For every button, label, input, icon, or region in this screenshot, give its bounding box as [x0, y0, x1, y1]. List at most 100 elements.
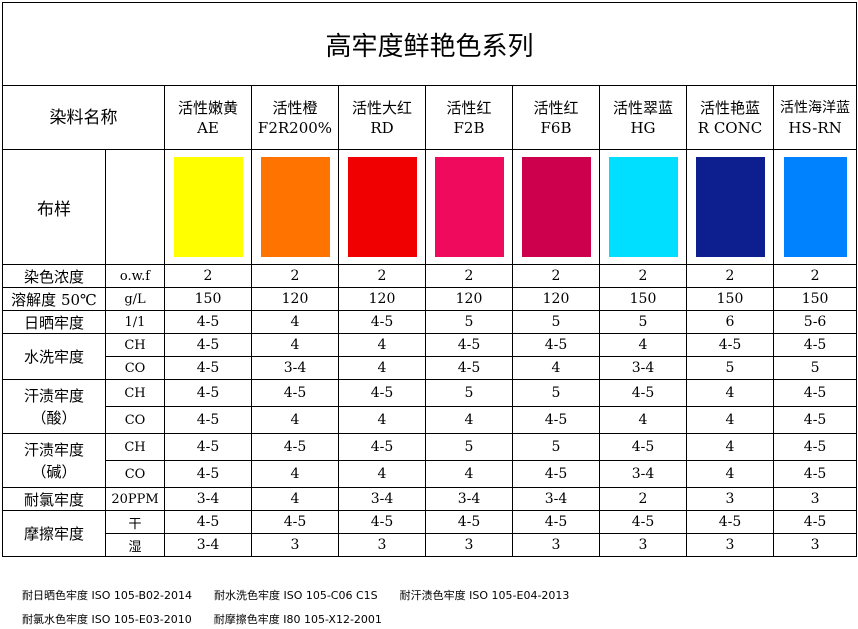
value-cell: 4: [686, 433, 774, 461]
value-cell: 4-5: [164, 460, 252, 488]
value-cell: 4-5: [338, 510, 426, 534]
table-row: 耐氯牢度 20PPM 3-4 4 3-4 3-4 3-4 2 3 3: [2, 487, 858, 511]
row-unit: CO: [105, 406, 165, 434]
value-cell: 4-5: [772, 433, 858, 461]
dye-code: AE: [197, 118, 219, 137]
value-cell: 5: [686, 356, 774, 380]
value-cell: 4: [338, 406, 426, 434]
dye-header-6: 活性艳蓝 R CONC: [686, 85, 774, 150]
table-row: 染色浓度 o.w.f 2 2 2 2 2 2 2 2: [2, 264, 858, 288]
value-cell: 4: [251, 333, 339, 357]
value-cell: 4-5: [425, 510, 513, 534]
value-cell: 4-5: [164, 433, 252, 461]
dye-name: 活性大红: [351, 98, 412, 117]
table-row: 湿 3-4 3 3 3 3 3 3 3: [3, 533, 858, 557]
fabric-swatch: [173, 157, 243, 257]
fabric-swatch: [521, 157, 591, 257]
dye-name: 活性橙: [272, 98, 318, 117]
value-cell: 3-4: [599, 460, 687, 488]
value-cell: 4: [599, 406, 687, 434]
dye-header-4: 活性红 F6B: [512, 85, 600, 150]
value-cell: 4-5: [512, 510, 600, 534]
table-row: 汗渍牢度 （碱） CH 4-5 4-5 4-5 5 5 4-5 4 4-5: [2, 433, 858, 488]
row-label-line1: 汗渍牢度: [23, 440, 84, 459]
row-label-line2: （碱）: [31, 462, 77, 481]
value-cell: 120: [512, 287, 600, 311]
value-cell: 4: [686, 406, 774, 434]
value-cell: 4-5: [686, 333, 774, 357]
row-unit: CH: [105, 379, 165, 407]
value-cell: 4: [338, 333, 426, 357]
value-cell: 4-5: [772, 510, 858, 534]
value-cell: 4: [599, 333, 687, 357]
swatch-cell-7: [772, 149, 858, 265]
value-cell: 120: [425, 287, 513, 311]
value-cell: 2: [686, 264, 774, 288]
row-unit: 湿: [105, 533, 165, 557]
value-cell: 4: [512, 356, 600, 380]
table-row: CO 4-5 4 4 4 4-5 3-4 4 4-5: [3, 460, 858, 488]
value-cell: 4-5: [251, 510, 339, 534]
fastness-table: 高牢度鲜艳色系列 染料名称 活性嫩黄 AE 活性橙 F2R200% 活性大红 RD 活性红 F…: [1, 2, 858, 557]
value-cell: 4: [251, 310, 339, 334]
value-cell: 4-5: [164, 356, 252, 380]
value-cell: 5-6: [772, 310, 858, 334]
standard-note: 耐摩擦色牢度 I80 105-X12-2001: [213, 613, 382, 626]
value-cell: 2: [512, 264, 600, 288]
value-cell: 5: [425, 379, 513, 407]
value-cell: 5: [512, 379, 600, 407]
value-cell: 3: [338, 533, 426, 557]
value-cell: 3-4: [425, 487, 513, 511]
value-cell: 4-5: [338, 433, 426, 461]
row-unit: 20PPM: [105, 487, 165, 511]
value-cell: 4: [251, 487, 339, 511]
row-unit: 1/1: [105, 310, 165, 334]
table-row: 汗渍牢度 （酸） CH 4-5 4-5 4-5 5 5 4-5 4 4-5: [2, 379, 858, 434]
dye-name-header: 染料名称: [2, 85, 165, 150]
dye-code: F2R200%: [257, 118, 333, 137]
table-row: CO 4-5 4 4 4 4-5 4 4 4-5: [3, 406, 858, 434]
value-cell: 2: [599, 487, 687, 511]
fabric-swatch: [260, 157, 330, 257]
value-cell: 3-4: [338, 487, 426, 511]
fabric-swatch: [608, 157, 678, 257]
swatch-cell-2: [338, 149, 426, 265]
row-unit: CO: [105, 460, 165, 488]
row-label: 汗渍牢度 （酸）: [2, 379, 106, 434]
dye-header-7: 活性海洋蓝 HS-RN: [772, 85, 858, 150]
value-cell: 4-5: [686, 510, 774, 534]
dye-code: R CONC: [697, 118, 763, 137]
value-cell: 3: [425, 533, 513, 557]
row-unit: CH: [105, 433, 165, 461]
value-cell: 4: [686, 460, 774, 488]
row-label-line1: 汗渍牢度: [23, 386, 84, 405]
dye-name: 活性嫩黄: [177, 98, 238, 117]
value-cell: 5: [512, 433, 600, 461]
value-cell: 4-5: [164, 406, 252, 434]
value-cell: 2: [425, 264, 513, 288]
value-cell: 5: [425, 433, 513, 461]
value-cell: 4: [338, 356, 426, 380]
row-unit: g/L: [105, 287, 165, 311]
swatch-cell-6: [686, 149, 774, 265]
standard-note: 耐氯水色牢度 ISO 105-E03-2010: [22, 613, 192, 626]
swatch-cell-1: [251, 149, 339, 265]
value-cell: 4-5: [425, 333, 513, 357]
dye-code: F2B: [453, 118, 485, 137]
dye-header-2: 活性大红 RD: [338, 85, 426, 150]
dye-name: 活性红: [446, 98, 492, 117]
swatch-cell-0: [164, 149, 252, 265]
dye-header-3: 活性红 F2B: [425, 85, 513, 150]
value-cell: 4-5: [512, 406, 600, 434]
table-row: CO 4-5 3-4 4 4-5 4 3-4 5 5: [3, 356, 858, 380]
value-cell: 4: [686, 379, 774, 407]
value-cell: 4-5: [251, 433, 339, 461]
dye-header-5: 活性翠蓝 HG: [599, 85, 687, 150]
row-label: 耐氯牢度: [2, 487, 106, 511]
swatch-cell-3: [425, 149, 513, 265]
value-cell: 2: [338, 264, 426, 288]
value-cell: 4-5: [164, 310, 252, 334]
value-cell: 5: [772, 356, 858, 380]
dye-name: 活性艳蓝: [699, 98, 760, 117]
value-cell: 3-4: [164, 487, 252, 511]
